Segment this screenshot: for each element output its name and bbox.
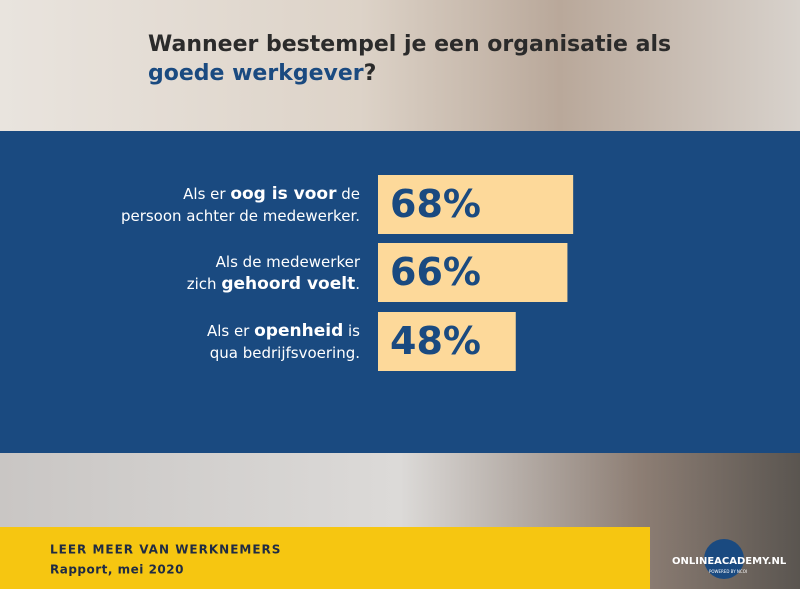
chart-title: goede werkgever? <box>148 61 376 86</box>
category-label: qua bedrijfsvoering. <box>210 344 360 362</box>
category-part: zich <box>187 275 222 293</box>
footer-subtitle: Rapport, mei 2020 <box>50 563 184 577</box>
category-label: Als er oog is voor de <box>183 184 360 204</box>
category-part: de <box>336 185 360 203</box>
category-label: Als er openheid is <box>207 321 360 341</box>
value-label: 66% <box>390 250 481 294</box>
value-label: 68% <box>390 182 481 226</box>
bar <box>378 243 568 302</box>
title-part: Wanneer bestempel je een organisatie als <box>148 32 671 57</box>
bar <box>378 175 574 234</box>
title-part: goede werkgever <box>148 61 364 86</box>
chart-title: Wanneer bestempel je een organisatie als <box>148 32 671 57</box>
background-photo <box>0 0 800 131</box>
footer-band <box>0 527 650 589</box>
logo-part: ONLINE <box>672 556 714 567</box>
title-part: ? <box>364 61 377 86</box>
logo-tagline: POWERED BY NCOI <box>709 569 747 574</box>
logo-part: ACADEMY <box>714 556 770 567</box>
logo-text: ONLINEACADEMY.NL <box>672 556 787 567</box>
category-label: zich gehoord voelt. <box>187 274 360 294</box>
category-part: openheid <box>254 321 343 341</box>
category-label: persoon achter de medewerker. <box>121 207 360 225</box>
value-label: 48% <box>390 319 481 363</box>
category-part: gehoord voelt <box>221 274 355 294</box>
category-part: oog is voor <box>230 184 337 204</box>
category-part: . <box>355 275 360 293</box>
bar <box>378 312 516 371</box>
category-part: Als de medewerker <box>216 253 361 271</box>
footer-title: LEER MEER VAN WERKNEMERS <box>50 543 281 557</box>
category-part: Als er <box>207 322 254 340</box>
logo-part: .NL <box>768 556 787 567</box>
category-label: Als de medewerker <box>216 253 361 271</box>
category-part: is <box>343 322 360 340</box>
category-part: qua bedrijfsvoering. <box>210 344 360 362</box>
logo-circle <box>704 539 744 579</box>
category-part: persoon achter de medewerker. <box>121 207 360 225</box>
category-part: Als er <box>183 185 230 203</box>
